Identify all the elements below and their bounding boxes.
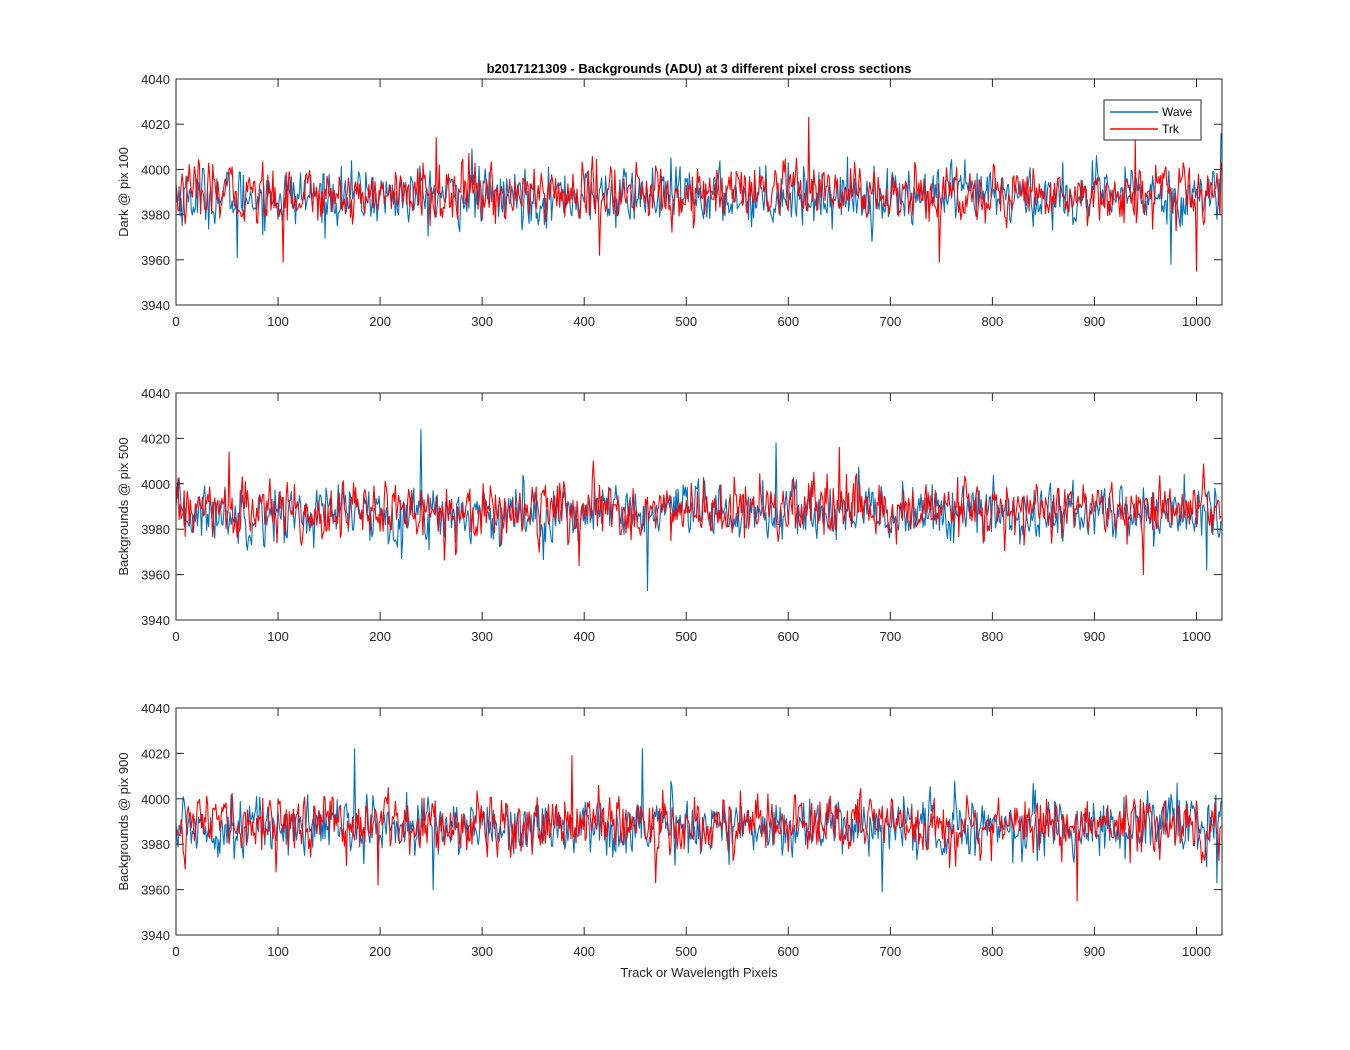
y-tick-label: 3940 (141, 298, 170, 313)
x-tick-label: 400 (573, 944, 595, 959)
legend-label-wave: Wave (1162, 105, 1193, 119)
x-tick-label: 100 (267, 314, 289, 329)
y-axis-title: Backgrounds @ pix 500 (116, 437, 131, 575)
x-tick-label: 300 (471, 629, 493, 644)
x-tick-label: 500 (675, 314, 697, 329)
x-tick-label: 800 (982, 314, 1004, 329)
y-tick-label: 3940 (141, 613, 170, 628)
series-line-wave (176, 428, 1222, 592)
series-line-wave (176, 748, 1222, 893)
x-tick-label: 200 (369, 314, 391, 329)
x-tick-label: 200 (369, 944, 391, 959)
x-tick-label: 200 (369, 629, 391, 644)
y-axis-title: Backgrounds @ pix 900 (116, 752, 131, 890)
x-tick-label: 400 (573, 629, 595, 644)
x-tick-label: 1000 (1182, 314, 1211, 329)
x-tick-label: 0 (172, 629, 179, 644)
x-tick-label: 500 (675, 629, 697, 644)
panel-dark-pix-100: 0 100 200 300 400 500 600 700 800 900 1000 3940 3960… (116, 72, 1223, 329)
y-tick-label: 4020 (141, 746, 170, 761)
panel-backgrounds-pix-900: 0 100 200 300 400 500 600 700 800 900 1000 3940 3960… (116, 701, 1223, 959)
axes-frame (175, 78, 1223, 306)
x-tick-label: 600 (777, 629, 799, 644)
x-tick-label: 900 (1084, 629, 1106, 644)
x-tick-label: 900 (1084, 314, 1106, 329)
panel-backgrounds-pix-500: 0 100 200 300 400 500 600 700 800 900 1000 3940 3960… (116, 386, 1223, 644)
x-axis-title: Track or Wavelength Pixels (620, 965, 778, 980)
y-tick-label: 3980 (141, 208, 170, 223)
y-tick-label: 3960 (141, 253, 170, 268)
x-tick-label: 700 (879, 314, 901, 329)
y-tick-label: 4020 (141, 431, 170, 446)
figure-title: b2017121309 - Backgrounds (ADU) at 3 dif… (487, 61, 912, 76)
x-tick-label: 0 (172, 944, 179, 959)
y-tick-label: 4040 (141, 72, 170, 87)
x-tick-label: 300 (471, 944, 493, 959)
y-tick-label: 4000 (141, 792, 170, 807)
y-tick-label: 3980 (141, 522, 170, 537)
x-tick-label: 500 (675, 944, 697, 959)
x-tick-label: 900 (1084, 944, 1106, 959)
x-tick-label: 0 (172, 314, 179, 329)
x-tick-label: 600 (777, 944, 799, 959)
y-tick-label: 4040 (141, 701, 170, 716)
x-tick-label: 700 (879, 944, 901, 959)
y-tick-label: 3960 (141, 883, 170, 898)
y-tick-label: 4040 (141, 386, 170, 401)
y-tick-label: 3940 (141, 928, 170, 943)
x-tick-label: 700 (879, 629, 901, 644)
y-tick-label: 4000 (141, 162, 170, 177)
x-tick-label: 100 (267, 629, 289, 644)
series-line-trk (176, 116, 1222, 272)
y-tick-label: 4000 (141, 477, 170, 492)
legend-label-trk: Trk (1162, 122, 1180, 136)
legend-box (1103, 99, 1202, 141)
x-tick-label: 800 (982, 944, 1004, 959)
axes-frame (175, 707, 1223, 936)
y-tick-label: 3980 (141, 837, 170, 852)
x-tick-label: 100 (267, 944, 289, 959)
y-tick-label: 3960 (141, 568, 170, 583)
x-tick-label: 1000 (1182, 944, 1211, 959)
x-tick-label: 1000 (1182, 629, 1211, 644)
y-axis-title: Dark @ pix 100 (116, 147, 131, 237)
series-line-trk (176, 446, 1222, 576)
x-tick-label: 400 (573, 314, 595, 329)
axes-frame (175, 392, 1223, 621)
y-tick-label: 4020 (141, 117, 170, 132)
x-tick-label: 300 (471, 314, 493, 329)
legend: Wave Trk (1103, 99, 1202, 141)
x-tick-label: 800 (982, 629, 1004, 644)
x-tick-label: 600 (777, 314, 799, 329)
series-line-trk (176, 755, 1222, 902)
